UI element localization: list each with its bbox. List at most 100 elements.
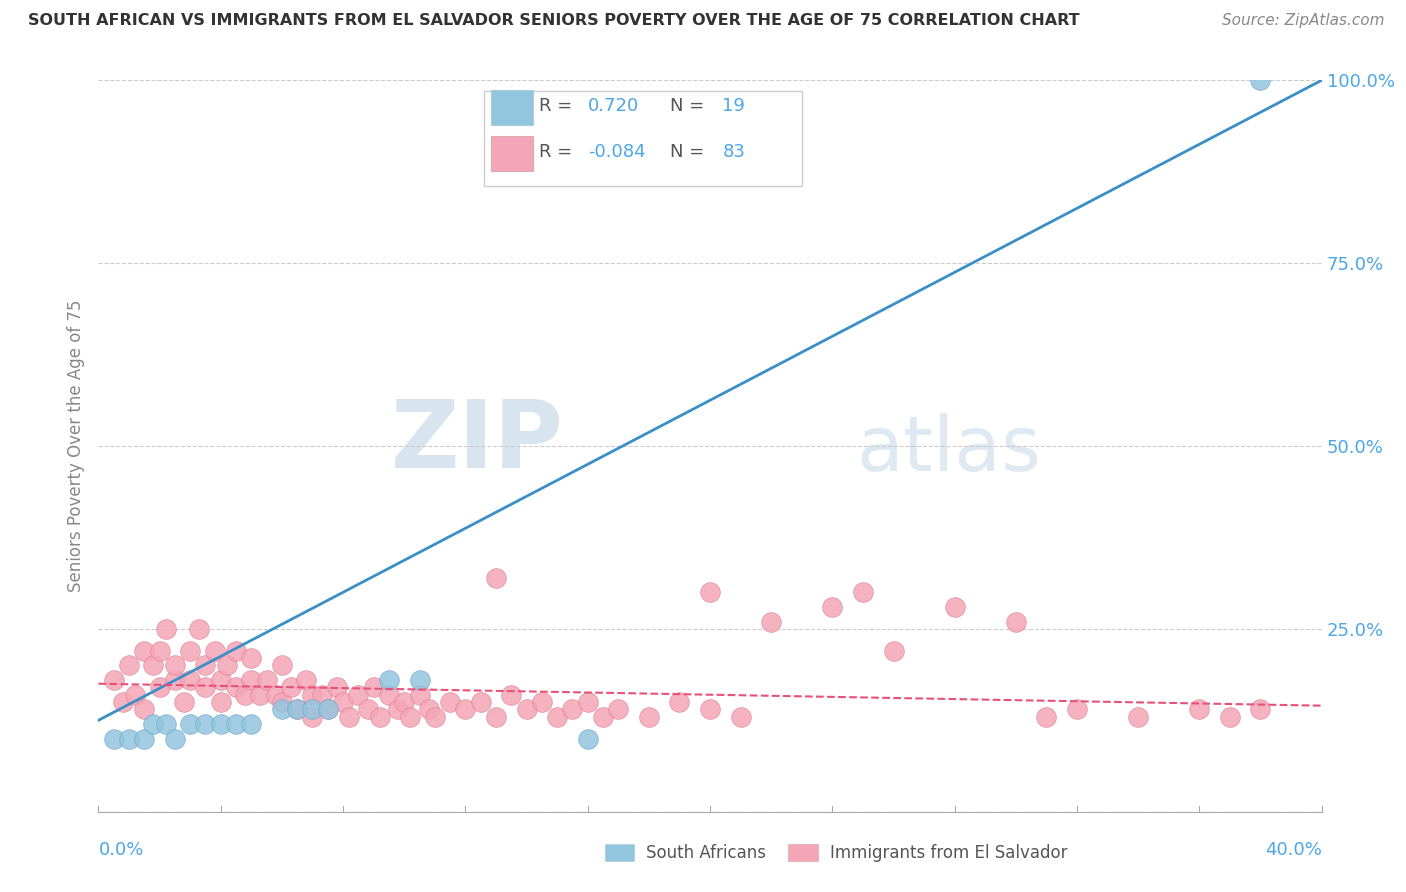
Point: [1188, 702, 1211, 716]
Point: [1004, 615, 1026, 629]
Point: [1128, 709, 1150, 723]
Point: [316, 702, 339, 716]
Point: [943, 599, 966, 614]
Point: [378, 688, 401, 702]
Point: [134, 644, 156, 658]
Point: [225, 681, 247, 695]
Point: [124, 688, 146, 702]
Point: [668, 695, 690, 709]
Text: R =: R =: [538, 97, 578, 115]
Text: 40.0%: 40.0%: [1265, 841, 1322, 859]
Point: [759, 615, 782, 629]
Point: [285, 702, 308, 716]
Point: [561, 702, 583, 716]
Point: [1249, 702, 1271, 716]
Point: [821, 599, 844, 614]
Point: [439, 695, 461, 709]
Point: [852, 585, 875, 599]
Text: N =: N =: [669, 143, 710, 161]
Point: [316, 702, 339, 716]
Point: [264, 688, 287, 702]
Point: [295, 673, 318, 687]
Point: [149, 644, 172, 658]
Point: [576, 695, 599, 709]
Point: [730, 709, 752, 723]
Point: [215, 658, 238, 673]
Point: [378, 673, 401, 687]
Point: [163, 673, 186, 687]
Text: ZIP: ZIP: [391, 396, 564, 488]
Point: [249, 688, 271, 702]
Point: [149, 681, 172, 695]
Point: [142, 658, 165, 673]
Point: [1066, 702, 1088, 716]
Text: 83: 83: [723, 143, 745, 161]
Point: [285, 702, 308, 716]
Point: [326, 681, 349, 695]
Text: Immigrants from El Salvador: Immigrants from El Salvador: [830, 844, 1067, 862]
Text: N =: N =: [669, 97, 710, 115]
Point: [270, 695, 292, 709]
Text: 0.0%: 0.0%: [98, 841, 143, 859]
Point: [179, 717, 201, 731]
Point: [280, 681, 302, 695]
Point: [134, 731, 156, 746]
Point: [240, 651, 263, 665]
Point: [179, 673, 201, 687]
Text: R =: R =: [538, 143, 578, 161]
Point: [883, 644, 905, 658]
Point: [408, 673, 430, 687]
Text: South Africans: South Africans: [647, 844, 766, 862]
Point: [454, 702, 477, 716]
Point: [311, 688, 333, 702]
Point: [485, 571, 508, 585]
Point: [103, 673, 125, 687]
Point: [209, 717, 232, 731]
Point: [155, 717, 177, 731]
Point: [418, 702, 440, 716]
Point: [592, 709, 614, 723]
Point: [301, 688, 323, 702]
Point: [194, 658, 217, 673]
Point: [240, 673, 263, 687]
Point: [270, 658, 292, 673]
Point: [607, 702, 630, 716]
Text: 0.720: 0.720: [588, 97, 638, 115]
Point: [699, 702, 721, 716]
Point: [134, 702, 156, 716]
Point: [1219, 709, 1241, 723]
Point: [225, 644, 247, 658]
Point: [356, 702, 378, 716]
Point: [470, 695, 492, 709]
Point: [256, 673, 278, 687]
Point: [163, 658, 186, 673]
Point: [142, 717, 165, 731]
Point: [240, 717, 263, 731]
Point: [204, 644, 226, 658]
FancyBboxPatch shape: [491, 136, 533, 171]
Point: [209, 695, 232, 709]
Point: [347, 688, 370, 702]
Point: [1249, 73, 1271, 87]
Point: [194, 681, 217, 695]
Text: 19: 19: [723, 97, 745, 115]
Point: [423, 709, 446, 723]
Point: [194, 717, 217, 731]
Point: [173, 695, 195, 709]
Point: [301, 709, 323, 723]
Point: [188, 622, 211, 636]
Point: [501, 688, 523, 702]
FancyBboxPatch shape: [605, 844, 634, 862]
Point: [387, 702, 409, 716]
Point: [485, 709, 508, 723]
Point: [225, 717, 247, 731]
Point: [337, 709, 360, 723]
Point: [209, 673, 232, 687]
Y-axis label: Seniors Poverty Over the Age of 75: Seniors Poverty Over the Age of 75: [67, 300, 86, 592]
Point: [576, 731, 599, 746]
Text: SOUTH AFRICAN VS IMMIGRANTS FROM EL SALVADOR SENIORS POVERTY OVER THE AGE OF 75 : SOUTH AFRICAN VS IMMIGRANTS FROM EL SALV…: [28, 13, 1080, 29]
Point: [637, 709, 661, 723]
Point: [233, 688, 256, 702]
Point: [301, 702, 323, 716]
Point: [363, 681, 385, 695]
